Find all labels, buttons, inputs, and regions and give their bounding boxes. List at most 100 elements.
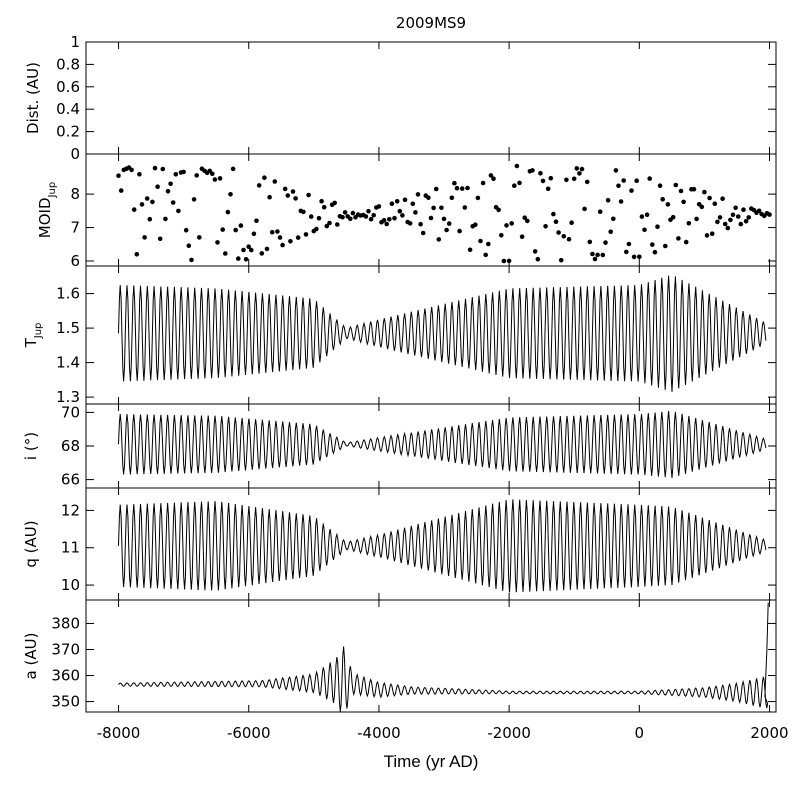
- moid-point: [426, 195, 431, 200]
- moid-point: [342, 210, 348, 215]
- moid-point: [454, 185, 460, 191]
- moid-point: [363, 214, 369, 219]
- moid-point: [147, 216, 153, 222]
- moid-point: [704, 233, 710, 238]
- moid-point: [225, 209, 231, 215]
- moid-point: [449, 195, 455, 201]
- moid-point: [475, 195, 481, 201]
- moid-point: [532, 249, 538, 254]
- moid-point: [600, 252, 606, 258]
- y-tick-label: 8: [70, 185, 80, 203]
- moid-point: [301, 209, 306, 215]
- y-tick-label: 1: [70, 33, 80, 51]
- moid-point: [194, 173, 199, 178]
- moid-point: [509, 221, 514, 226]
- moid-point: [746, 215, 751, 220]
- moid-point: [564, 177, 569, 183]
- moid-point: [306, 192, 311, 198]
- panel-semimajor-axis: 350 360 370 380 a (AU): [22, 599, 777, 713]
- moid-point: [733, 205, 738, 211]
- moid-point: [647, 176, 652, 181]
- moid-point: [535, 256, 541, 262]
- moid-point: [551, 211, 556, 217]
- moid-point: [350, 210, 356, 216]
- moid-point: [176, 208, 181, 214]
- plot-area: [118, 499, 767, 593]
- moid-point: [150, 199, 155, 205]
- moid-point: [118, 188, 124, 193]
- y-axis-label-inclination: i (°): [22, 432, 40, 460]
- moid-point: [238, 223, 244, 228]
- moid-point: [694, 216, 699, 222]
- moid-point: [152, 165, 158, 171]
- moid-point: [197, 235, 202, 240]
- y-tick-label: 0: [70, 145, 80, 163]
- moid-point: [394, 199, 400, 204]
- moid-point: [160, 166, 166, 172]
- plot-area: [118, 275, 767, 392]
- panel-tisserand: 1.3 1.4 1.5 1.6 TJup: [22, 265, 777, 406]
- moid-point: [384, 221, 390, 227]
- moid-point: [272, 179, 278, 184]
- moid-point: [387, 217, 392, 222]
- y-ticks: 66 68 70: [61, 403, 776, 489]
- moid-point: [295, 235, 301, 240]
- y-tick-label: 370: [51, 640, 80, 658]
- moid-point: [486, 241, 491, 247]
- moid-point: [407, 221, 413, 226]
- moid-point: [499, 233, 504, 238]
- moid-point: [506, 258, 512, 264]
- moid-point: [165, 189, 171, 194]
- y-axis-label-moid: MOIDJup: [36, 182, 58, 238]
- moid-point: [663, 243, 668, 249]
- moid-point: [699, 204, 705, 210]
- moid-point: [678, 188, 684, 194]
- moid-point: [540, 178, 546, 184]
- y-axis-label-moid-main: MOID: [36, 197, 54, 238]
- moid-point: [670, 214, 676, 220]
- moid-point: [262, 175, 267, 180]
- moid-point: [639, 214, 645, 219]
- moid-point: [603, 240, 608, 245]
- moid-point: [439, 205, 444, 211]
- moid-point: [285, 193, 291, 198]
- moid-point: [642, 227, 647, 233]
- moid-point: [644, 212, 650, 217]
- moid-point: [308, 214, 314, 219]
- moid-point: [142, 235, 147, 240]
- moid-point: [613, 168, 619, 173]
- moid-point: [621, 178, 626, 183]
- moid-point: [571, 176, 577, 182]
- x-tick-label: -4000: [357, 724, 401, 742]
- y-tick-label: 68: [61, 437, 80, 455]
- y-tick-label: 11: [61, 539, 80, 557]
- moid-point: [288, 239, 293, 244]
- moid-point: [267, 194, 272, 200]
- moid-point: [712, 201, 718, 206]
- moid-point: [512, 183, 517, 188]
- moid-point: [381, 218, 387, 223]
- moid-point: [243, 257, 249, 262]
- y-tick-label: 10: [61, 576, 80, 594]
- moid-point: [561, 234, 567, 239]
- moid-point: [303, 232, 309, 237]
- moid-point: [366, 208, 371, 214]
- moid-point: [428, 215, 434, 221]
- moid-point: [290, 189, 296, 194]
- moid-point: [420, 230, 426, 236]
- moid-point: [215, 240, 220, 245]
- moid-point: [743, 219, 749, 224]
- moid-point: [168, 181, 173, 187]
- moid-point: [170, 200, 176, 205]
- moid-point: [592, 256, 598, 262]
- moid-point: [220, 227, 225, 232]
- panel-moid: 6 7 8 MOIDJup: [36, 153, 777, 270]
- moid-point: [116, 173, 121, 178]
- moid-point: [183, 227, 189, 233]
- moid-point: [275, 229, 280, 234]
- moid-point: [730, 212, 736, 218]
- moid-point: [131, 207, 137, 212]
- moid-point: [223, 251, 228, 256]
- moid-point: [465, 185, 470, 191]
- y-axis-label-perihelion: q (AU): [22, 520, 40, 567]
